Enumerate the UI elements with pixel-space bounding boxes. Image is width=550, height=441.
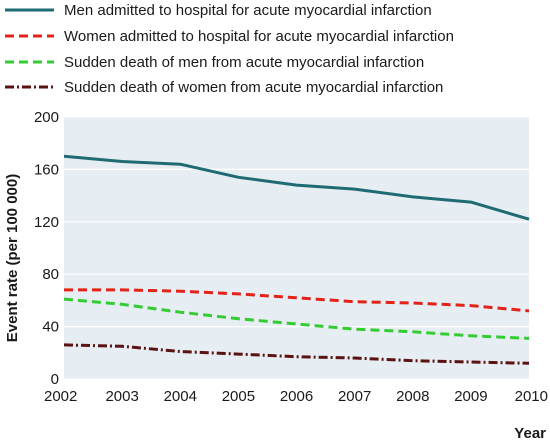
x-tick-label: 2007 [338, 388, 371, 405]
y-axis-title: Event rate (per 100 000) [4, 174, 21, 342]
y-tick-label: 40 [42, 319, 59, 336]
y-axis-ticks: 0 40 80 120 160 200 [34, 109, 59, 388]
legend-label-4: Sudden death of women from acute myocard… [64, 79, 443, 96]
x-tick-label: 2008 [396, 388, 429, 405]
legend-label-3: Sudden death of men from acute myocardia… [64, 54, 424, 71]
gridlines [64, 116, 529, 380]
x-tick-label: 2009 [454, 388, 487, 405]
series-line-1 [63, 154, 530, 221]
series-lines [63, 154, 530, 365]
y-tick-label: 80 [42, 266, 59, 283]
series-line-3 [63, 297, 530, 340]
y-tick-label: 200 [34, 109, 59, 126]
x-axis-title: Year [514, 425, 546, 441]
y-tick-label: 120 [34, 214, 59, 231]
x-tick-label: 2004 [164, 388, 197, 405]
x-tick-label: 2005 [222, 388, 255, 405]
series-line-4 [63, 343, 530, 365]
x-axis-ticks: 2002 2003 2004 2005 2006 2007 2008 2009 2010 [44, 388, 548, 405]
series-line-2 [64, 288, 530, 313]
x-tick-label: 2003 [105, 388, 138, 405]
y-tick-label: 160 [34, 161, 59, 178]
x-tick-label: 2006 [280, 388, 313, 405]
x-tick-label: 2002 [44, 388, 77, 405]
x-tick-label: 2010 [515, 388, 548, 405]
plot-area [64, 117, 529, 379]
legend-label-1: Men admitted to hospital for acute myoca… [64, 2, 432, 19]
y-tick-label: 0 [51, 371, 59, 388]
legend-label-2: Women admitted to hospital for acute myo… [64, 28, 454, 45]
legend: Men admitted to hospital for acute myoca… [5, 2, 454, 96]
